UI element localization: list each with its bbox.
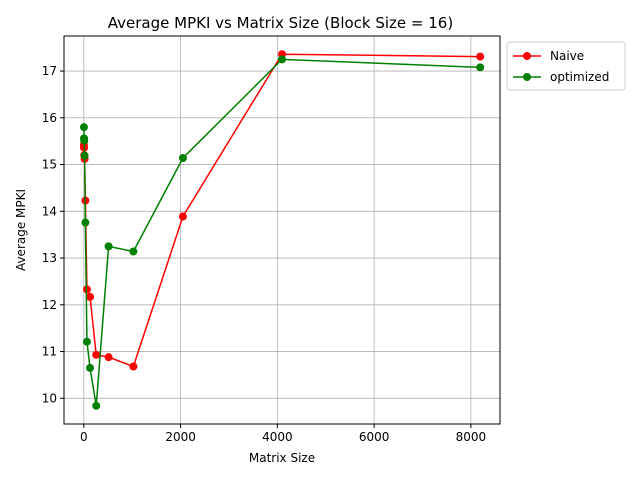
legend-marker-optimized: [523, 73, 531, 81]
legend: Naive optimized: [506, 41, 626, 91]
plot-frame: [63, 35, 501, 425]
data-point-optimized: [129, 247, 138, 256]
legend-label-optimized: optimized: [550, 70, 609, 84]
data-point-optimized: [92, 401, 101, 410]
data-point-optimized: [476, 63, 485, 72]
y-tick-label: 16: [42, 111, 57, 125]
chart-title: Average MPKI vs Matrix Size (Block Size …: [108, 14, 453, 32]
legend-marker-naive: [523, 52, 531, 60]
data-point-optimized: [82, 337, 91, 346]
grid: [64, 36, 500, 424]
data-point-optimized: [104, 242, 113, 251]
y-tick-label: 15: [42, 158, 57, 172]
y-tick-label: 11: [42, 345, 57, 359]
y-tick-label: 14: [42, 204, 57, 218]
x-tick-label: 4000: [262, 430, 293, 444]
data-point-naive: [92, 350, 101, 359]
data-point-optimized: [79, 123, 88, 132]
data-point-naive: [104, 353, 113, 362]
x-axis-label: Matrix Size: [249, 451, 315, 465]
data-point-optimized: [80, 136, 89, 145]
data-point-optimized: [86, 363, 95, 372]
data-point-optimized: [278, 55, 286, 64]
data-point-naive: [476, 52, 485, 61]
x-tick-label: 0: [80, 430, 88, 444]
ticks: 0 2000 4000 6000 8000 10 11 12 13 14 15 16 17: [42, 64, 486, 444]
data-point-optimized: [178, 154, 187, 163]
data-point-naive: [129, 362, 138, 371]
y-tick-label: 17: [42, 64, 57, 78]
x-tick-label: 6000: [359, 430, 390, 444]
data-point-naive: [178, 212, 187, 221]
y-tick-label: 10: [42, 391, 57, 405]
data-point-optimized: [80, 151, 89, 160]
data-point-optimized: [81, 218, 90, 227]
legend-label-naive: Naive: [550, 49, 584, 63]
series-layer: [79, 50, 485, 410]
y-axis-label: Average MPKI: [14, 189, 28, 271]
y-tick-label: 13: [42, 251, 57, 265]
x-tick-label: 8000: [456, 430, 487, 444]
y-tick-label: 12: [42, 298, 57, 312]
x-tick-label: 2000: [165, 430, 196, 444]
data-point-naive: [86, 292, 95, 301]
legend-box: [506, 41, 626, 91]
